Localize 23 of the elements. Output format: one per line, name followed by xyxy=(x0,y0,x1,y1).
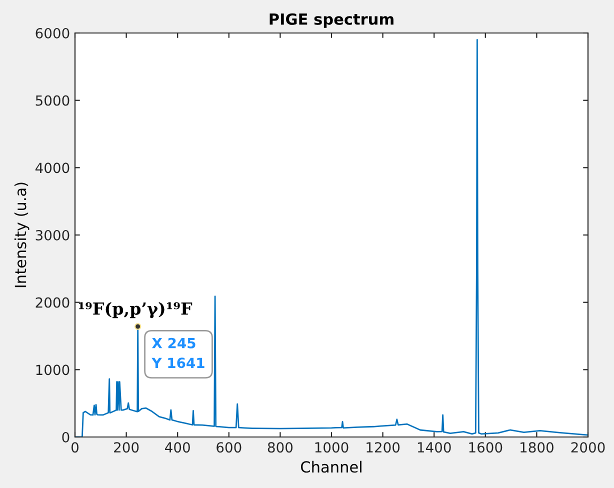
annotation: X 245 Y 1641 xyxy=(152,338,204,368)
x-tick-label: 1800 xyxy=(520,442,554,453)
x-tick-label: 400 xyxy=(165,442,190,453)
x-tick-label: 0 xyxy=(71,442,78,453)
annotation: ¹⁹F(p,p’γ)¹⁹F xyxy=(78,302,192,318)
x-axis-title: Channel xyxy=(300,460,362,473)
x-tick-label: 800 xyxy=(268,442,293,453)
x-tick-label: 200 xyxy=(114,442,139,453)
y-tick-label: 1000 xyxy=(36,364,70,376)
x-tick-label: 1000 xyxy=(315,442,348,453)
y-axis-title: Intensity (u.a) xyxy=(14,182,30,288)
y-tick-label: 0 xyxy=(62,432,70,442)
y-tick-label: 4000 xyxy=(35,162,70,174)
y-tick-label: 6000 xyxy=(36,28,70,38)
y-tick-label: 5000 xyxy=(36,95,70,106)
x-tick-label: 1200 xyxy=(366,442,400,453)
x-tick-label: 1600 xyxy=(469,442,502,453)
x-tick-label: 600 xyxy=(216,442,242,453)
y-tick-label: 2000 xyxy=(36,297,70,308)
y-tick-label: 3000 xyxy=(36,230,70,240)
x-tick-label: 1400 xyxy=(418,442,451,453)
x-tick-label: 2000 xyxy=(571,442,605,453)
chart-title: PIGE spectrum xyxy=(270,13,394,28)
